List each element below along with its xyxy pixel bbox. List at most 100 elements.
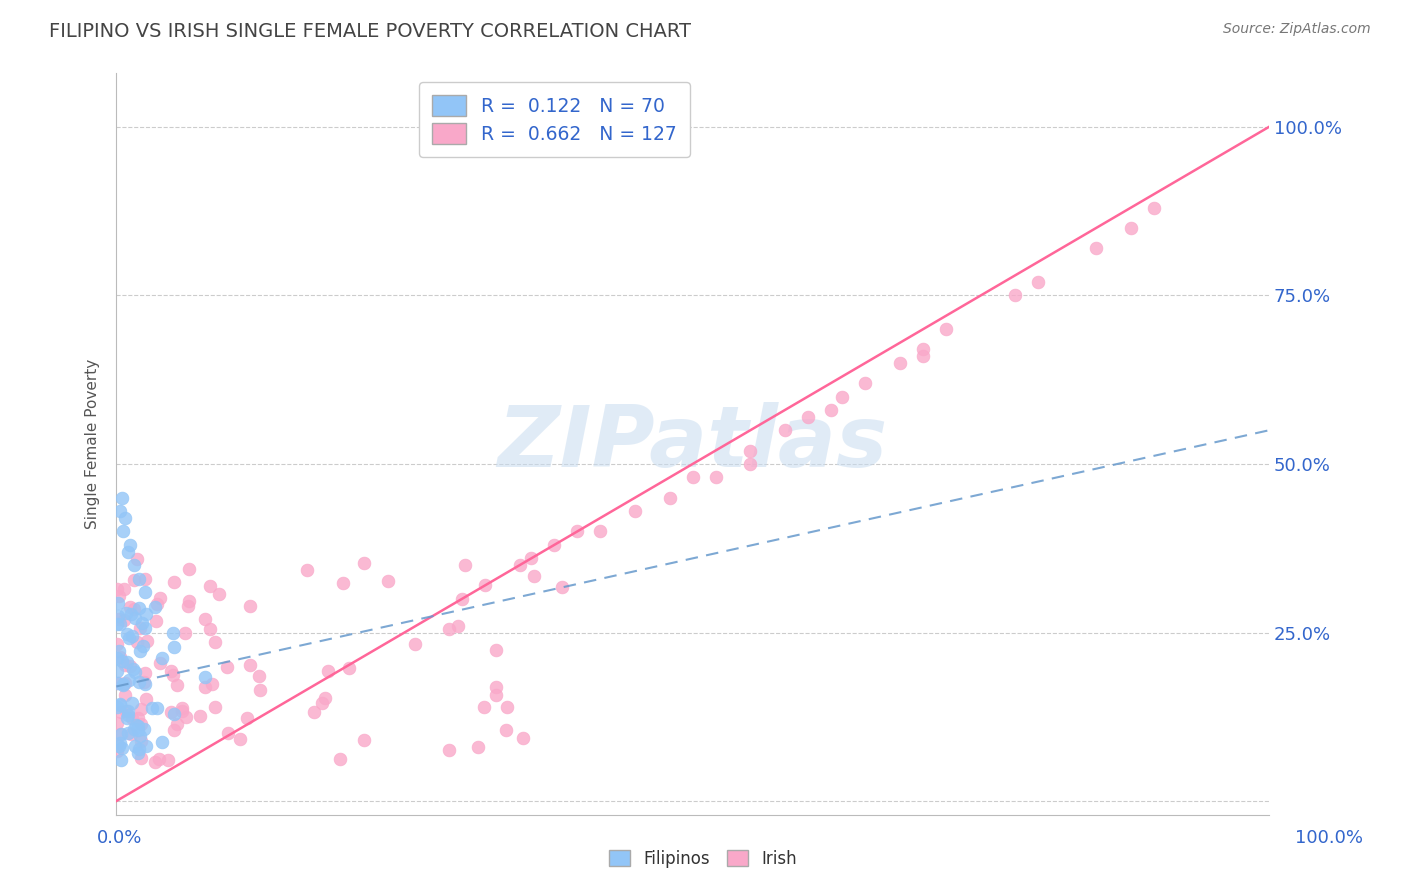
Point xyxy=(353,732,375,747)
Point xyxy=(148,752,170,766)
Point xyxy=(624,504,647,518)
Point xyxy=(110,617,132,632)
Point xyxy=(179,562,201,576)
Point xyxy=(124,610,146,624)
Point xyxy=(108,644,131,658)
Point xyxy=(160,664,183,678)
Point xyxy=(111,678,134,692)
Point xyxy=(120,599,142,614)
Point xyxy=(454,558,477,573)
Text: 0.0%: 0.0% xyxy=(97,829,142,847)
Point xyxy=(107,616,129,631)
Point xyxy=(239,657,262,672)
Point xyxy=(135,692,157,706)
Point xyxy=(404,637,426,651)
Point xyxy=(912,343,935,357)
Point xyxy=(472,700,495,714)
Point xyxy=(179,594,201,608)
Point xyxy=(912,349,935,363)
Point xyxy=(118,673,141,688)
Point xyxy=(108,504,131,518)
Point xyxy=(128,621,150,635)
Point xyxy=(150,735,173,749)
Point xyxy=(174,709,197,723)
Point xyxy=(855,376,877,390)
Point xyxy=(108,589,131,603)
Point xyxy=(108,727,131,741)
Point xyxy=(194,612,217,626)
Point xyxy=(190,709,212,723)
Text: Source: ZipAtlas.com: Source: ZipAtlas.com xyxy=(1223,22,1371,37)
Point xyxy=(110,705,132,719)
Point xyxy=(249,682,271,697)
Point xyxy=(170,704,193,718)
Point xyxy=(120,538,142,552)
Point xyxy=(129,733,152,747)
Point xyxy=(117,725,139,739)
Point xyxy=(163,707,186,722)
Y-axis label: Single Female Poverty: Single Female Poverty xyxy=(86,359,100,529)
Point xyxy=(107,715,129,730)
Point xyxy=(162,668,184,682)
Point xyxy=(122,723,145,737)
Point xyxy=(484,643,506,657)
Point xyxy=(127,635,149,649)
Point xyxy=(149,656,172,670)
Point xyxy=(145,614,167,628)
Point xyxy=(129,644,152,658)
Point xyxy=(332,575,354,590)
Point xyxy=(129,717,152,731)
Point xyxy=(120,658,142,673)
Point xyxy=(112,677,135,691)
Point xyxy=(200,677,222,691)
Point xyxy=(1028,275,1050,289)
Point xyxy=(337,660,360,674)
Point xyxy=(129,702,152,716)
Point xyxy=(110,727,132,741)
Point xyxy=(111,653,134,667)
Point xyxy=(353,556,375,570)
Point xyxy=(121,696,143,710)
Point xyxy=(236,710,259,724)
Point xyxy=(107,676,129,690)
Point xyxy=(520,551,543,566)
Point xyxy=(437,623,460,637)
Point xyxy=(135,607,157,621)
Point xyxy=(112,524,135,539)
Point xyxy=(128,572,150,586)
Point xyxy=(134,665,156,680)
Point xyxy=(159,705,181,719)
Point xyxy=(194,680,217,694)
Point xyxy=(208,587,231,601)
Point xyxy=(485,688,508,702)
Point xyxy=(108,650,131,665)
Point xyxy=(134,585,156,599)
Point xyxy=(204,635,226,649)
Point xyxy=(543,538,565,552)
Point xyxy=(146,597,169,611)
Point xyxy=(115,704,138,718)
Point xyxy=(124,739,146,754)
Point xyxy=(229,731,252,746)
Point xyxy=(112,613,135,627)
Point xyxy=(143,600,166,615)
Point xyxy=(215,660,238,674)
Point xyxy=(117,544,139,558)
Point xyxy=(110,753,132,767)
Point xyxy=(170,700,193,714)
Point xyxy=(125,552,148,566)
Point xyxy=(107,744,129,758)
Point xyxy=(166,716,188,731)
Point xyxy=(589,524,612,539)
Point xyxy=(128,742,150,756)
Point xyxy=(128,675,150,690)
Point xyxy=(889,356,911,370)
Point xyxy=(107,664,129,678)
Point xyxy=(740,443,762,458)
Point xyxy=(474,578,496,592)
Point xyxy=(439,743,461,757)
Point xyxy=(114,676,136,690)
Point xyxy=(377,574,399,588)
Point xyxy=(204,700,226,714)
Point xyxy=(108,736,131,750)
